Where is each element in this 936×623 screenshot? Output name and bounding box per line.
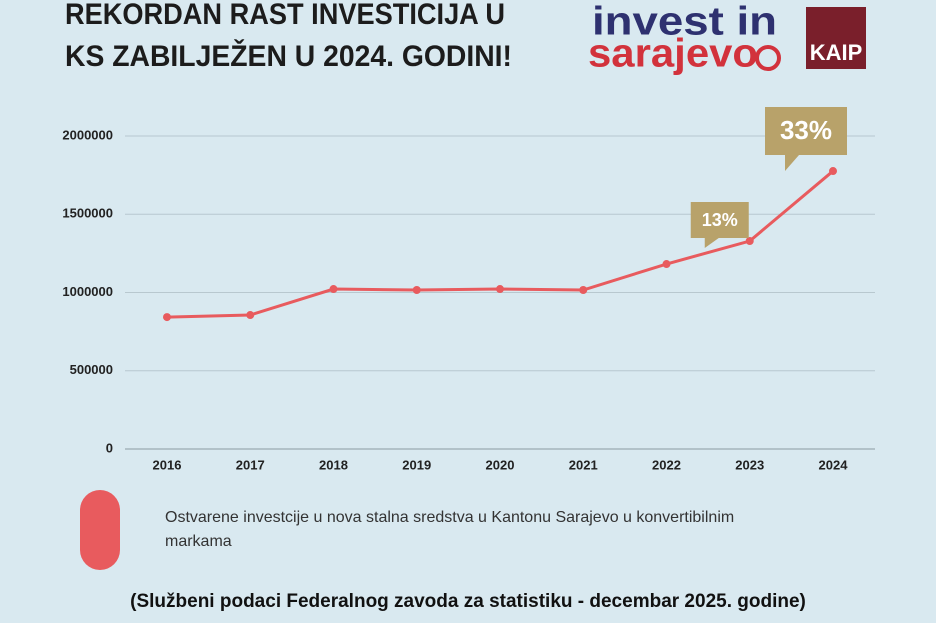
x-tick-label: 2018 (319, 457, 348, 472)
y-tick-label: 1000000 (62, 284, 113, 299)
x-tick-label: 2020 (486, 457, 515, 472)
data-line (166, 169, 834, 319)
x-tick-label: 2023 (735, 457, 764, 472)
data-point (579, 285, 588, 294)
y-tick-label: 2000000 (62, 127, 113, 142)
data-point (829, 167, 837, 176)
callout-box (690, 202, 749, 249)
logo-text: invest in (592, 0, 777, 44)
data-point (246, 311, 255, 320)
y-tick-label: 500000 (70, 362, 113, 377)
data-point (662, 260, 671, 269)
data-point (412, 285, 421, 294)
data-point (329, 285, 338, 294)
logo-text: sarajevo (588, 32, 758, 76)
logo-box (806, 7, 866, 69)
chart-title: KS ZABILJEŽEN U 2024. GODINI! (65, 39, 512, 73)
source-note: (Službeni podaci Federalnog zavoda za st… (130, 591, 806, 612)
callout-label: 33% (780, 115, 832, 145)
callout-label: 13% (702, 210, 738, 230)
y-tick-label: 0 (106, 440, 113, 455)
x-tick-label: 2022 (652, 457, 681, 472)
y-tick-label: 1500000 (62, 206, 113, 221)
data-point (496, 285, 504, 294)
x-tick-label: 2021 (569, 457, 598, 472)
logo-text: KAIP (810, 40, 863, 65)
chart-title: REKORDAN RAST INVESTICIJA U (65, 0, 505, 31)
x-tick-label: 2024 (819, 457, 849, 472)
data-point (163, 313, 171, 322)
data-point (745, 237, 754, 246)
logo-mark (755, 45, 781, 71)
x-tick-label: 2016 (153, 457, 182, 472)
callout-box (765, 107, 847, 172)
legend-label: Ostvarene investcije u nova stalna sreds… (165, 509, 735, 550)
x-tick-label: 2017 (236, 457, 265, 472)
x-tick-label: 2019 (402, 457, 431, 472)
